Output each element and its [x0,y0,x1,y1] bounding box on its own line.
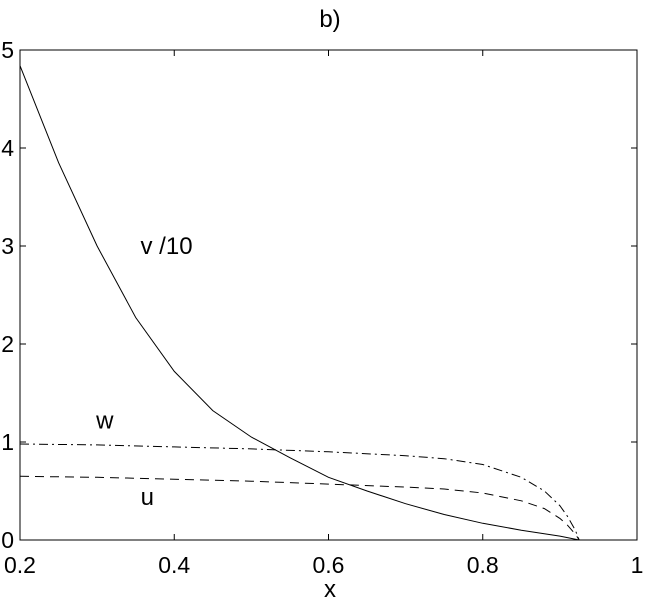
y-tick-label: 3 [1,233,14,259]
plot-frame [19,49,638,541]
y-tick-label: 5 [1,37,14,63]
curve-label: w [95,407,114,434]
curve-label: v /10 [141,233,193,260]
y-tick-label: 2 [1,331,14,357]
chart-title: b) [319,6,340,33]
series-line-w [19,443,580,541]
plot-area: 0.2 0.4 0.6 0.8 1 0 1 2 3 4 5 v /10 w u [1,37,643,578]
x-tick-label: 1 [631,552,644,578]
series-line-u [19,475,580,541]
x-tick-label: 0.2 [4,552,36,578]
x-tick-label: 0.4 [158,552,190,578]
y-tick-label: 1 [1,429,14,455]
x-axis-title: x [324,576,336,603]
y-tick-label: 0 [1,527,14,553]
y-tick-label: 4 [1,135,14,161]
x-tick-label: 0.6 [313,552,345,578]
curve-label: u [141,484,154,511]
series-line-v-10 [19,65,580,541]
x-tick-label: 0.8 [467,552,499,578]
